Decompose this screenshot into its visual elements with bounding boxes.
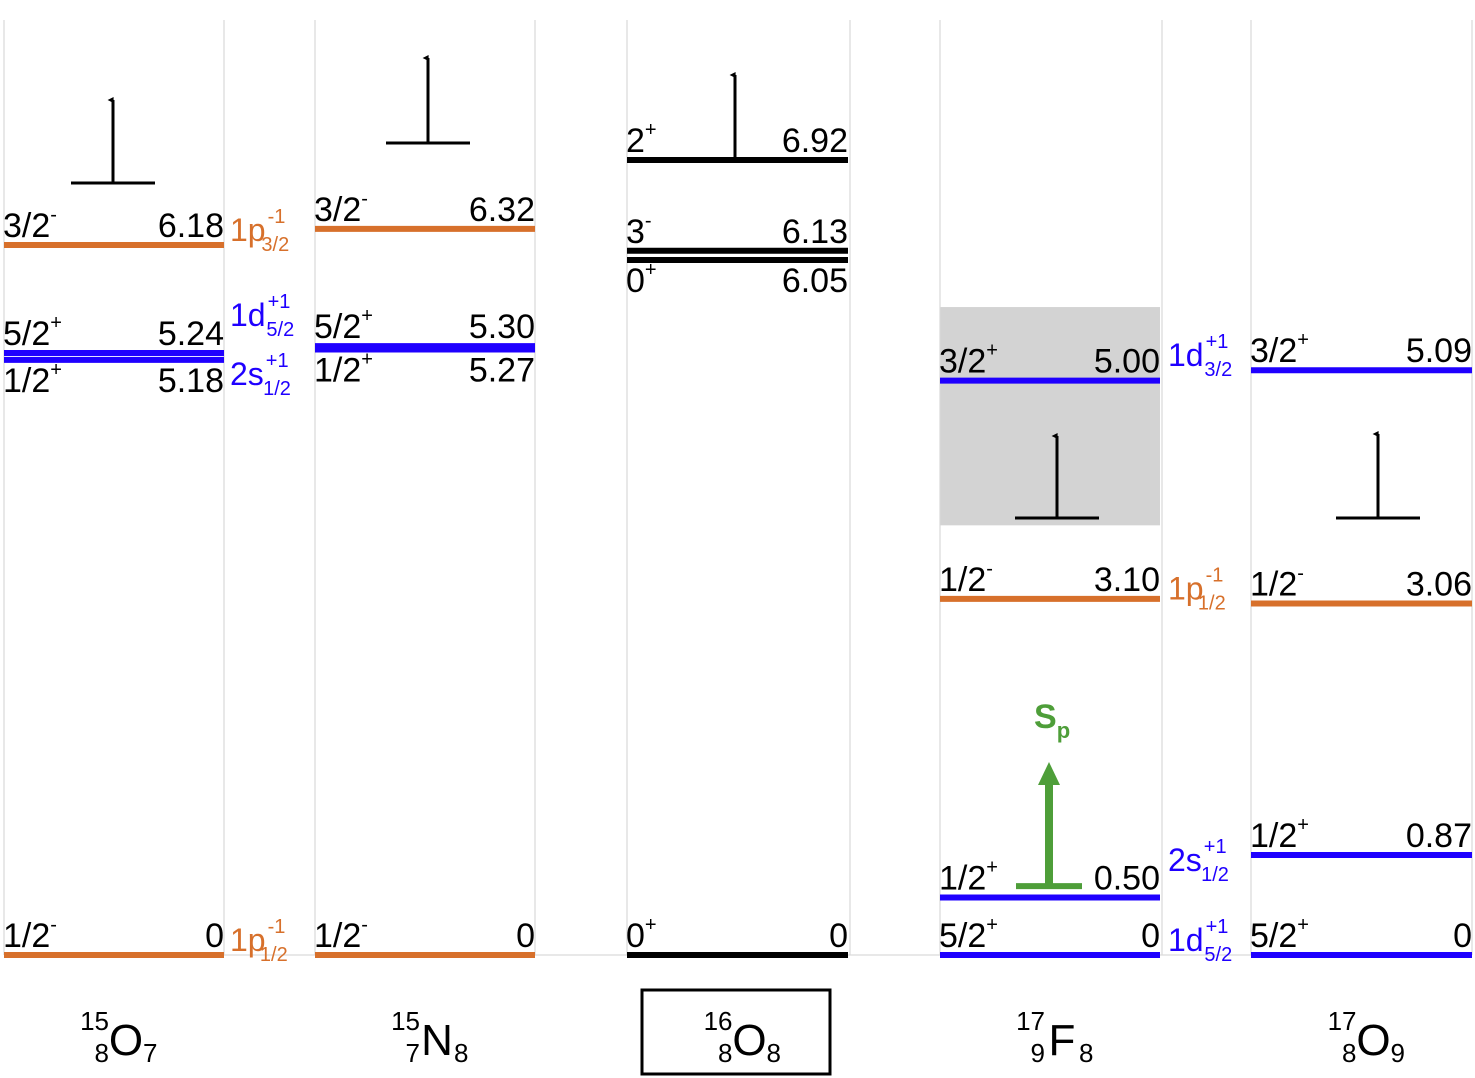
nucleus-symbol: O [1356,1016,1390,1065]
level-energy: 0 [205,917,224,955]
level-spin-parity: 0+ [626,259,657,300]
proton-number: 8 [95,1038,109,1068]
level-energy: 0 [829,917,848,955]
nucleus-symbol: N [421,1016,453,1065]
orbital-label: 1p -1 1/2 [230,916,288,966]
level-spin-parity: 1/2+ [939,857,998,898]
mass-number: 17 [1328,1006,1357,1036]
level-spin-parity: 5/2+ [1250,914,1309,955]
level-energy: 0 [516,917,535,955]
level-spin-parity: 1/2- [1250,562,1304,603]
level-spin-parity: 3/2+ [939,340,998,381]
threshold-arrow-icon [71,97,155,185]
reference-nucleus-box [640,988,832,1076]
proton-number: 9 [1031,1038,1045,1068]
panel-n15: 1/2- 0 1/2+ 5.27 5/2+ 5.30 3/2- 6.32 [314,55,535,958]
level-energy: 0.87 [1406,817,1472,855]
nucleus-symbol: O [109,1016,143,1065]
level-energy: 0 [1141,917,1160,955]
neutron-number: 8 [767,1038,781,1068]
orbital-label: 1d +1 3/2 [1168,331,1232,381]
level-spin-parity: 1/2- [939,558,993,599]
level-spin-parity: 3/2- [314,188,368,229]
orbital-label: 2s +1 1/2 [230,350,291,400]
level-energy: 6.32 [469,191,535,229]
level-energy: 5.24 [158,315,224,353]
level-spin-parity: 3/2+ [1250,329,1309,370]
level-energy: 5.30 [469,308,535,346]
threshold-arrow-icon [1336,431,1420,520]
level-spin-parity: 5/2+ [3,312,62,353]
neutron-number: 7 [143,1038,157,1068]
level-energy: 6.18 [158,207,224,245]
level-spin-parity: 2+ [626,119,657,160]
mass-number: 15 [391,1006,420,1036]
resonance-width-band [940,307,1160,526]
level-spin-parity: 3- [626,210,652,251]
neutron-number: 9 [1391,1038,1405,1068]
level-energy: 5.09 [1406,332,1472,370]
nucleus-symbol: F [1049,1016,1076,1065]
mass-number: 15 [80,1006,109,1036]
level-energy: 5.00 [1094,343,1160,381]
threshold-arrow-icon [1015,433,1099,520]
neutron-number: 8 [454,1038,468,1068]
level-spin-parity: 3/2- [3,204,57,245]
orbital-label: 2s +1 1/2 [1168,836,1229,886]
level-energy: 5.27 [469,352,535,390]
level-spin-parity: 1/2+ [1250,814,1309,855]
orbital-label: 1p -1 1/2 [1168,564,1226,614]
level-energy: 6.05 [782,262,848,300]
threshold-arrow-icon [386,55,470,145]
sp-label: Sp [1034,698,1070,743]
level-energy: 0.50 [1094,860,1160,898]
proton-number: 8 [1342,1038,1356,1068]
level-energy: 3.10 [1094,561,1160,599]
threshold-arrow-icon [693,72,777,161]
level-spin-parity: 5/2+ [939,914,998,955]
level-energy: 3.06 [1406,565,1472,603]
level-spin-parity: 1/2+ [314,349,373,390]
panel-o16: 0+ 0 0+ 6.05 3- 6.13 2+ 6.92 [626,72,848,958]
sp-threshold-arrow-icon [1016,762,1082,890]
level-energy: 5.18 [158,362,224,400]
neutron-number: 8 [1079,1038,1093,1068]
level-spin-parity: 1/2- [314,914,368,955]
panel-o15: 1/2- 0 1/2+ 5.18 5/2+ 5.24 3/2- 6.18 [3,97,224,958]
panel-f17: 5/2+ 0 1/2+ 0.50 1/2- 3.10 3/2+ 5.00 Sp [939,340,1160,958]
nucleus-symbol: O [732,1016,766,1065]
level-energy: 6.13 [782,213,848,251]
mass-number: 17 [1016,1006,1045,1036]
level-spin-parity: 5/2+ [314,305,373,346]
level-energy: 0 [1453,917,1472,955]
orbital-label: 1p -1 3/2 [230,206,289,256]
panel-o17: 5/2+ 0 1/2+ 0.87 1/2- 3.06 3/2+ 5.09 [1250,329,1472,958]
level-energy: 6.92 [782,122,848,160]
orbital-label: 1d +1 5/2 [1168,916,1232,966]
level-spin-parity: 0+ [626,914,657,955]
level-spin-parity: 1/2+ [3,359,62,400]
orbital-label: 1d +1 5/2 [230,291,294,341]
proton-number: 8 [718,1038,732,1068]
mass-number: 16 [704,1006,733,1036]
proton-number: 7 [406,1038,420,1068]
level-spin-parity: 1/2- [3,914,57,955]
